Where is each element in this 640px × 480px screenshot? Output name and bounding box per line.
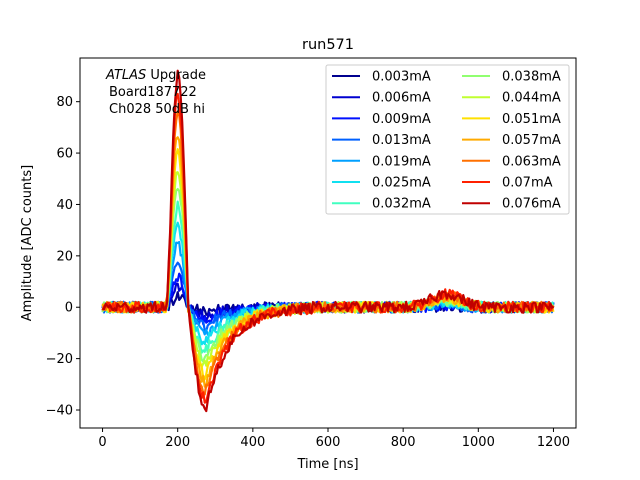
chart-title: run571: [302, 37, 354, 53]
annotation-line-1: ATLAS Upgrade: [105, 68, 206, 83]
legend-frame: [325, 64, 570, 215]
annotation-line-3: Ch028 50dB hi: [109, 102, 205, 117]
y-tick-label: 20: [56, 249, 73, 264]
annotation-line-2: Board187722: [109, 85, 197, 100]
y-tick-label: 80: [56, 95, 73, 110]
x-axis-label: Time [ns]: [296, 457, 358, 472]
legend-label: 0.051mA: [502, 112, 561, 127]
x-tick-label: 400: [240, 435, 265, 450]
legend-label: 0.025mA: [372, 176, 431, 191]
legend-label: 0.076mA: [502, 197, 561, 212]
legend-items: 0.003mA 0.006mA 0.009mA 0.013mA 0.019mA 0.025…: [332, 70, 561, 212]
series-layer: [101, 69, 555, 413]
legend-label: 0.019mA: [372, 154, 431, 169]
y-tick-label: −40: [46, 404, 73, 419]
y-tick-label: 0: [65, 301, 73, 316]
series-line-0.076mA: [102, 69, 555, 413]
legend-label: 0.013mA: [372, 133, 431, 148]
y-tick-label: 40: [56, 198, 73, 213]
x-tick-label: 1200: [537, 435, 570, 450]
x-tick-label: 1000: [462, 435, 495, 450]
x-axis-ticks: 0 200 400 600 800 1000 1200: [98, 428, 570, 450]
legend-label: 0.038mA: [502, 70, 561, 85]
legend-label: 0.006mA: [372, 91, 431, 106]
legend-label: 0.032mA: [372, 197, 431, 212]
legend-label: 0.063mA: [502, 154, 561, 169]
y-tick-label: 60: [56, 147, 73, 162]
atlas-annotation: ATLAS Upgrade Board187722 Ch028 50dB hi: [105, 68, 206, 117]
legend-label: 0.044mA: [502, 91, 561, 106]
legend-label: 0.07mA: [502, 176, 553, 191]
x-tick-label: 0: [98, 435, 106, 450]
series-line-0.032mA: [102, 200, 555, 354]
legend-label: 0.009mA: [372, 112, 431, 127]
y-tick-label: −20: [46, 352, 73, 367]
y-axis-ticks: −40 −20 0 20 40 60 80: [46, 95, 80, 419]
annotation-atlas: ATLAS: [105, 68, 146, 83]
legend-label: 0.003mA: [372, 70, 431, 85]
y-axis-label: Amplitude [ADC counts]: [20, 165, 35, 321]
x-tick-label: 600: [316, 435, 341, 450]
x-tick-label: 200: [165, 435, 190, 450]
annotation-upgrade: Upgrade: [146, 68, 206, 83]
x-tick-label: 800: [391, 435, 416, 450]
legend-label: 0.057mA: [502, 133, 561, 148]
legend: 0.003mA 0.006mA 0.009mA 0.013mA 0.019mA 0.025…: [325, 64, 570, 215]
